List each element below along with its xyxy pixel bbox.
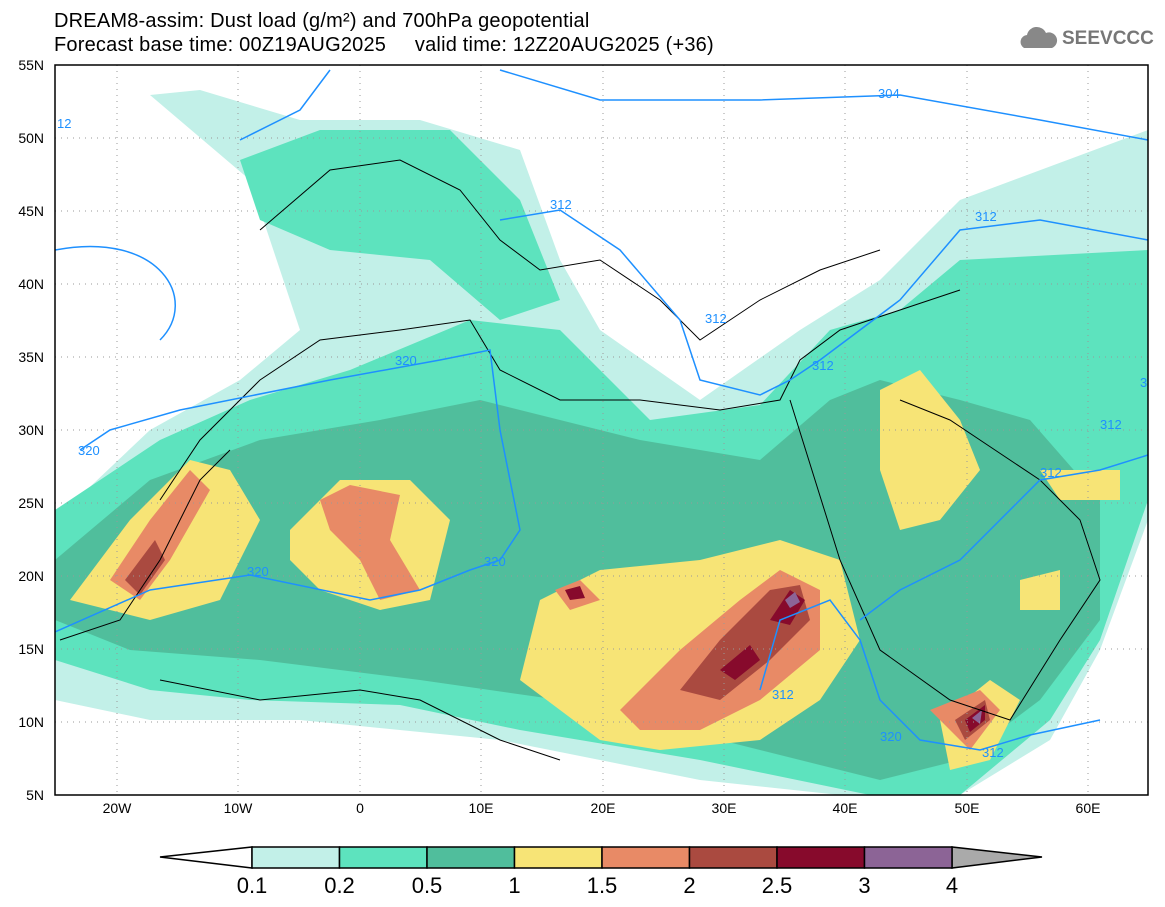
lat-label: 45N: [18, 203, 44, 219]
colorbar-swatch: [601, 846, 691, 869]
lat-label: 20N: [18, 568, 44, 584]
colorbar-tick-label: 2: [683, 873, 695, 898]
lat-labels: 55N 50N 45N 40N 35N 30N 25N 20N 15N 10N …: [18, 57, 44, 803]
contour-label: 312: [550, 197, 572, 212]
colorbar-swatch: [863, 846, 953, 869]
colorbar-tick-label: 0.2: [324, 873, 355, 898]
colorbar-swatch: [251, 846, 341, 869]
lat-label: 15N: [18, 641, 44, 657]
lon-labels: 20W 10W 0 10E 20E 30E 40E 50E 60E: [103, 800, 1101, 816]
contour-label: 320: [78, 443, 100, 458]
lat-label: 35N: [18, 349, 44, 365]
lon-label: 10E: [469, 800, 494, 816]
lon-label: 10W: [224, 800, 254, 816]
contour-label: 312: [982, 745, 1004, 760]
contour-label: 3: [1140, 375, 1147, 390]
colorbar-swatch: [776, 846, 866, 869]
geopotential-contours: [55, 69, 1148, 751]
map-title: DREAM8-assim: Dust load (g/m²) and 700hP…: [54, 10, 590, 32]
colorbar-tick-label: 1: [508, 873, 520, 898]
cloud-icon: [1020, 26, 1058, 48]
colorbar-swatch: [426, 846, 516, 869]
map-subtitle: Forecast base time: 00Z19AUG2025 valid t…: [54, 34, 714, 56]
lat-label: 5N: [26, 787, 44, 803]
lon-label: 0: [356, 800, 364, 816]
lat-label: 55N: [18, 57, 44, 73]
colorbar-over-arrow: [951, 846, 1043, 869]
lat-label: 10N: [18, 714, 44, 730]
contour-label: 312: [772, 687, 794, 702]
lat-label: 50N: [18, 130, 44, 146]
dust-level-1.5: [110, 470, 1000, 750]
seevccc-logo: SEEVCCC: [1018, 26, 1154, 52]
grid-lines: [55, 65, 1148, 795]
lat-label: 30N: [18, 422, 44, 438]
coastlines-borders: [59, 159, 1101, 761]
contour-label: 320: [395, 353, 417, 368]
dust-level-0.5: [55, 380, 1100, 780]
contour-label: 320: [880, 729, 902, 744]
colorbar-under-arrow: [159, 846, 253, 869]
logo-text: SEEVCCC: [1062, 28, 1154, 49]
contour-label: 312: [1040, 465, 1062, 480]
colorbar-tick-label: 3: [858, 873, 870, 898]
lon-label: 20W: [103, 800, 133, 816]
contour-label: 320: [247, 564, 269, 579]
colorbar-swatch: [338, 846, 428, 869]
colorbar-tick-label: 1.5: [587, 873, 618, 898]
colorbar-tick-label: 4: [946, 873, 958, 898]
colorbar-swatch: [513, 846, 603, 869]
dust-level-1: [70, 370, 1120, 770]
contour-label: 12: [57, 116, 71, 131]
dust-level-2.5: [565, 586, 985, 732]
lat-label: 40N: [18, 276, 44, 292]
colorbar: 0.1 0.2 0.5 1 1.5 2 2.5 3 4: [159, 846, 1043, 898]
colorbar-swatch: [688, 846, 778, 869]
lon-label: 30E: [712, 800, 737, 816]
contour-labels: 304 312 312 312 312 312 312 312 312 320 …: [57, 86, 1147, 760]
contour-label: 312: [705, 311, 727, 326]
contour-label: 312: [975, 209, 997, 224]
dust-level-2: [125, 540, 990, 740]
lon-label: 50E: [955, 800, 980, 816]
contour-label: 320: [484, 554, 506, 569]
lon-label: 40E: [833, 800, 858, 816]
map-frame: [54, 64, 1149, 796]
dust-field: [55, 90, 1148, 795]
lon-label: 60E: [1076, 800, 1101, 816]
contour-label: 312: [812, 358, 834, 373]
colorbar-tick-label: 0.1: [237, 873, 268, 898]
contour-label: 304: [878, 86, 900, 101]
lon-label: 20E: [591, 800, 616, 816]
colorbar-tick-label: 0.5: [412, 873, 443, 898]
lat-label: 25N: [18, 495, 44, 511]
contour-label: 312: [1100, 417, 1122, 432]
colorbar-tick-label: 2.5: [762, 873, 793, 898]
